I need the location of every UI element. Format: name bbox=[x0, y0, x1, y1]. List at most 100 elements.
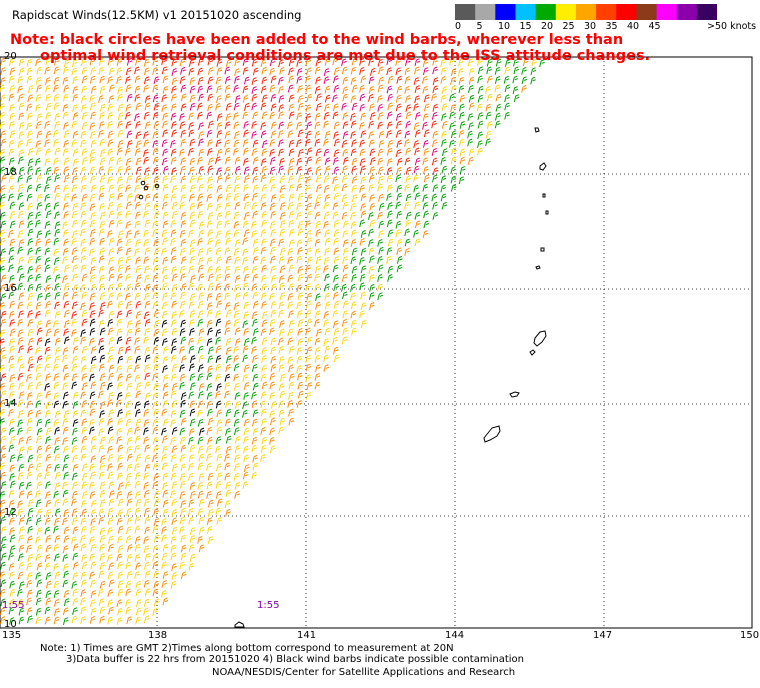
wind-barb bbox=[153, 210, 160, 219]
wind-barb bbox=[81, 373, 88, 382]
wind-barb bbox=[260, 158, 267, 166]
colorbar-tick-label: 10 bbox=[498, 21, 511, 32]
wind-barb bbox=[350, 77, 357, 85]
wind-barb bbox=[116, 76, 122, 84]
wind-barb bbox=[243, 364, 250, 373]
wind-barb bbox=[134, 374, 141, 383]
wind-barb bbox=[233, 102, 240, 111]
wind-barb bbox=[135, 256, 141, 265]
wind-barb bbox=[261, 111, 268, 120]
wind-barb bbox=[414, 201, 420, 210]
wind-barb bbox=[108, 364, 115, 373]
wind-barb bbox=[341, 139, 348, 148]
wind-barb bbox=[27, 255, 34, 264]
wind-barb bbox=[72, 104, 78, 113]
wind-barb bbox=[62, 489, 69, 498]
wind-barb bbox=[63, 139, 69, 148]
wind-barb bbox=[414, 129, 421, 138]
wind-barb bbox=[314, 337, 321, 346]
wind-barb bbox=[171, 480, 178, 489]
wind-barb bbox=[368, 131, 375, 139]
wind-barb bbox=[171, 300, 177, 309]
wind-barb bbox=[108, 606, 114, 615]
wind-barb bbox=[62, 76, 69, 85]
wind-barb bbox=[386, 147, 393, 156]
wind-barb bbox=[432, 103, 439, 112]
wind-barb bbox=[89, 149, 96, 158]
wind-barb bbox=[242, 345, 249, 354]
wind-barb bbox=[143, 156, 149, 165]
wind-barb bbox=[206, 383, 213, 391]
wind-barb bbox=[35, 183, 42, 192]
wind-barb bbox=[71, 445, 78, 454]
wind-barb bbox=[278, 400, 284, 409]
wind-barb bbox=[161, 310, 168, 319]
wind-barb bbox=[234, 75, 240, 84]
wind-barb bbox=[98, 471, 105, 480]
wind-barb bbox=[252, 67, 259, 76]
wind-barb bbox=[81, 561, 88, 570]
wind-barb bbox=[126, 427, 133, 436]
wind-barb bbox=[72, 112, 79, 120]
wind-barb bbox=[188, 129, 195, 138]
wind-barb bbox=[233, 382, 240, 391]
wind-barb bbox=[27, 535, 33, 544]
wind-barb bbox=[233, 139, 240, 148]
wind-barb bbox=[189, 239, 196, 248]
wind-barb bbox=[305, 327, 311, 336]
wind-barb bbox=[261, 219, 267, 228]
wind-barb bbox=[269, 166, 276, 175]
wind-barb bbox=[342, 86, 348, 95]
wind-barb bbox=[0, 185, 6, 194]
wind-barb bbox=[117, 417, 124, 426]
wind-barb bbox=[224, 373, 231, 382]
wind-barb bbox=[215, 95, 222, 104]
wind-barb bbox=[80, 606, 87, 615]
wind-barb bbox=[62, 426, 69, 435]
wind-barb bbox=[279, 417, 286, 426]
wind-barb bbox=[54, 274, 61, 282]
wind-barb bbox=[351, 102, 358, 111]
wind-barb bbox=[206, 257, 213, 265]
wind-barb bbox=[117, 165, 123, 174]
wind-barb bbox=[153, 507, 159, 516]
wind-barb bbox=[189, 444, 196, 453]
wind-barb bbox=[197, 310, 204, 319]
wind-barb bbox=[107, 526, 113, 535]
wind-barb bbox=[99, 220, 106, 229]
wind-barb bbox=[243, 166, 250, 175]
wind-barb bbox=[108, 498, 115, 507]
wind-barb bbox=[289, 345, 295, 354]
wind-barb bbox=[152, 193, 159, 202]
wind-barb bbox=[0, 543, 7, 552]
wind-barb bbox=[369, 103, 375, 112]
wind-barb bbox=[296, 121, 302, 130]
wind-barb bbox=[107, 230, 113, 238]
wind-barb bbox=[269, 391, 276, 400]
wind-barb bbox=[108, 310, 115, 319]
wind-barb bbox=[17, 355, 23, 364]
wind-barb bbox=[252, 238, 259, 247]
wind-barb bbox=[306, 230, 312, 238]
wind-barb bbox=[63, 410, 70, 418]
wind-barb bbox=[485, 86, 491, 94]
wind-barb bbox=[261, 210, 267, 219]
wind-barb bbox=[72, 158, 79, 167]
wind-barb bbox=[62, 418, 68, 426]
wind-barb bbox=[126, 193, 133, 201]
wind-barb bbox=[234, 266, 240, 274]
wind-barb bbox=[215, 345, 222, 354]
wind-barb bbox=[368, 212, 374, 220]
wind-barb bbox=[315, 148, 322, 157]
wind-barb bbox=[342, 131, 349, 139]
wind-barb bbox=[18, 345, 24, 354]
wind-barb bbox=[135, 102, 142, 111]
wind-barb bbox=[45, 508, 52, 517]
wind-barb bbox=[143, 131, 149, 139]
wind-barb bbox=[260, 445, 267, 453]
wind-barb bbox=[342, 247, 349, 256]
note-line-1: Note: black circles have been added to t… bbox=[10, 32, 624, 48]
wind-barb bbox=[189, 138, 196, 147]
wind-barb bbox=[215, 463, 222, 472]
wind-barb bbox=[297, 220, 304, 229]
